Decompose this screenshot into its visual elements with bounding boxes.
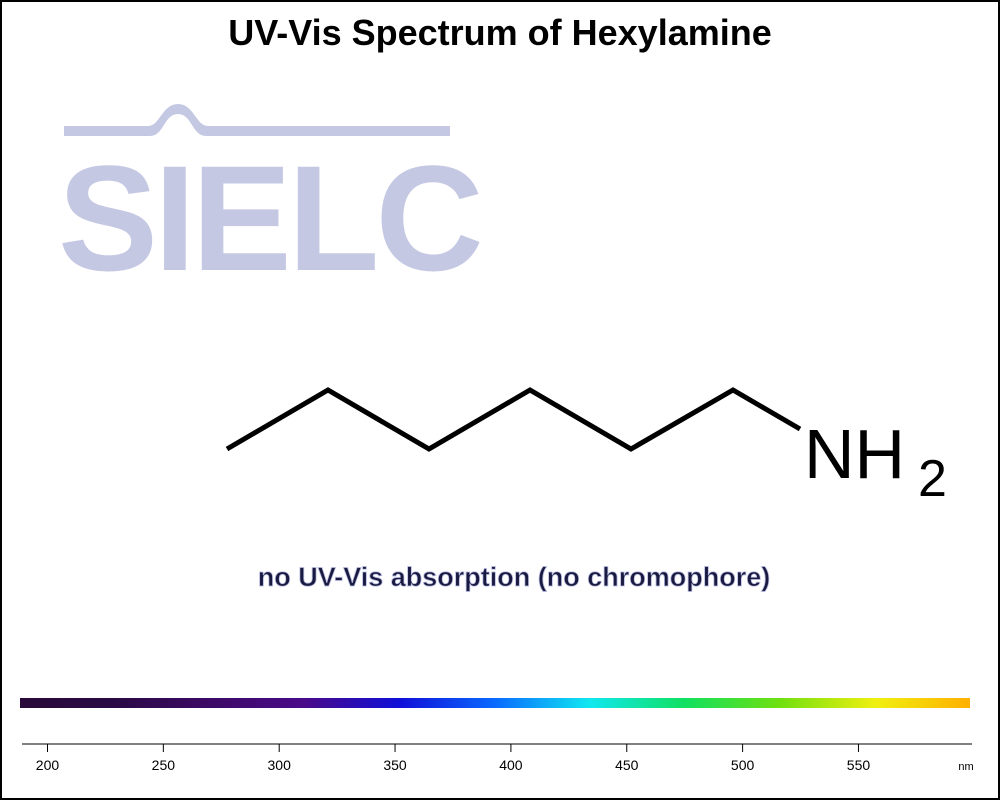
x-tick-label: 500	[731, 757, 755, 773]
structure-subscript: 2	[918, 450, 947, 508]
logo-text: SIELC	[58, 134, 480, 302]
molecule-bonds	[225, 387, 802, 452]
chart-title: UV-Vis Spectrum of Hexylamine	[228, 12, 772, 53]
spectrum-bar	[20, 698, 970, 708]
x-tick-label: 350	[383, 757, 407, 773]
x-tick-label: 200	[36, 757, 60, 773]
watermark-logo: SIELC	[58, 104, 484, 302]
x-tick-label: 300	[268, 757, 292, 773]
annotation: no UV-Vis absorption (no chromophore)	[258, 562, 771, 592]
x-tick-label: 250	[152, 757, 176, 773]
x-tick-label: 400	[499, 757, 523, 773]
x-tick-label: 450	[615, 757, 639, 773]
x-axis-label: nm	[958, 761, 973, 773]
logo-swoosh	[64, 104, 450, 136]
x-tick-label: 550	[847, 757, 871, 773]
structure-label: NH	[804, 415, 905, 493]
